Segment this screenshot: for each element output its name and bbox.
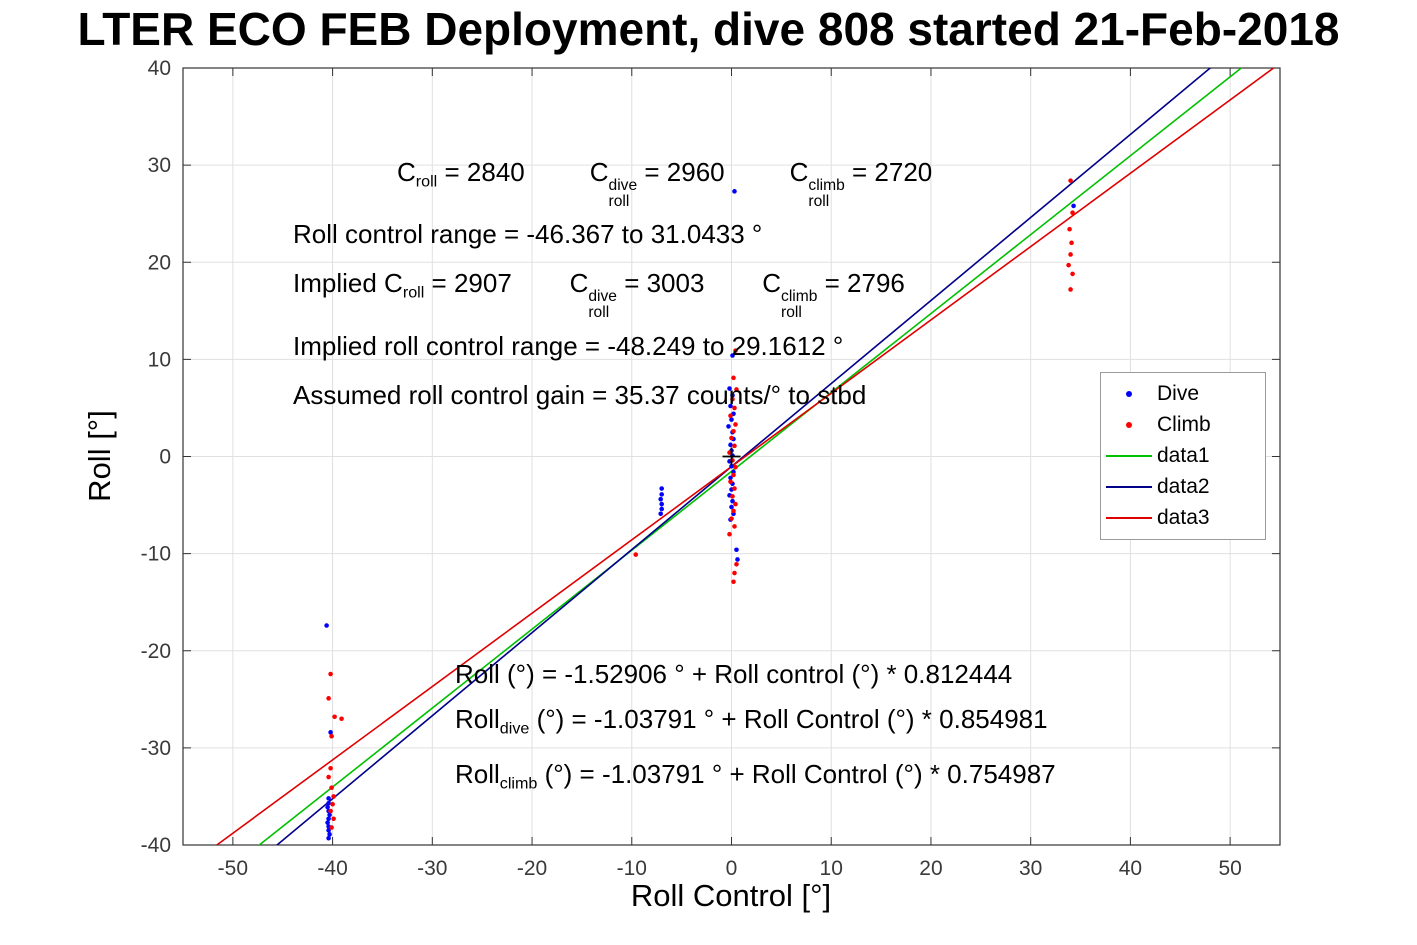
legend-label: data1 <box>1157 443 1210 467</box>
annotation-line: Roll control range = -46.367 to 31.0433 … <box>293 219 763 250</box>
x-tick-label: 20 <box>919 857 942 880</box>
y-tick-label: -30 <box>141 737 171 760</box>
y-tick-label: 30 <box>148 154 171 177</box>
annotation-line: Roll (°) = -1.52906 ° + Roll control (°)… <box>455 659 1013 689</box>
annotation-line: Rolldive (°) = -1.03791 ° + Roll Control… <box>455 704 1048 738</box>
x-tick-label: -30 <box>417 857 447 880</box>
legend: Dive Climb data1 data2 data3 <box>1100 372 1266 540</box>
y-tick-label: 20 <box>148 251 171 274</box>
annotation-line: Assumed roll control gain = 35.37 counts… <box>293 379 867 410</box>
x-tick-label: -10 <box>617 857 647 880</box>
legend-line-marker-icon <box>1101 516 1157 519</box>
annotation-line: Implied roll control range = -48.249 to … <box>293 330 844 361</box>
legend-entry-data3: data3 <box>1101 503 1265 533</box>
climb-points <box>326 178 1075 830</box>
legend-line-marker-icon <box>1101 454 1157 457</box>
annotation-line: Rollclimb (°) = -1.03791 ° + Roll Contro… <box>455 758 1056 793</box>
x-tick-label: -40 <box>317 857 347 880</box>
x-axis-label: Roll Control [°] <box>630 878 832 913</box>
legend-label: Climb <box>1157 413 1211 437</box>
legend-dot-marker-icon <box>1101 391 1157 398</box>
legend-label: data3 <box>1157 505 1210 529</box>
legend-entry-dive: Dive <box>1101 379 1265 409</box>
legend-label: Dive <box>1157 382 1200 406</box>
x-tick-label: 30 <box>1019 857 1042 880</box>
y-axis-label: Roll [°] <box>82 410 117 502</box>
y-tick-label: -20 <box>141 640 171 663</box>
y-tick-label: 10 <box>148 348 171 371</box>
legend-entry-data2: data2 <box>1101 472 1265 502</box>
x-tick-label: 0 <box>726 857 738 880</box>
chart-title: LTER ECO FEB Deployment, dive 808 starte… <box>77 3 1340 55</box>
annotation-fit-equations: Roll (°) = -1.52906 ° + Roll control (°)… <box>455 652 1056 806</box>
x-tick-label: -20 <box>517 857 547 880</box>
legend-entry-climb: Climb <box>1101 410 1265 440</box>
x-tick-label: 40 <box>1119 857 1142 880</box>
y-tick-label: -10 <box>141 543 171 566</box>
legend-entry-data1: data1 <box>1101 441 1265 471</box>
y-tick-label: -40 <box>141 834 171 857</box>
legend-label: data2 <box>1157 474 1210 498</box>
y-tick-label: 40 <box>148 57 171 80</box>
x-tick-label: -50 <box>218 857 248 880</box>
legend-dot-marker-icon <box>1101 422 1157 429</box>
x-tick-label: 50 <box>1218 857 1241 880</box>
legend-line-marker-icon <box>1101 485 1157 488</box>
y-tick-label: 0 <box>159 446 171 469</box>
x-tick-label: 10 <box>820 857 843 880</box>
